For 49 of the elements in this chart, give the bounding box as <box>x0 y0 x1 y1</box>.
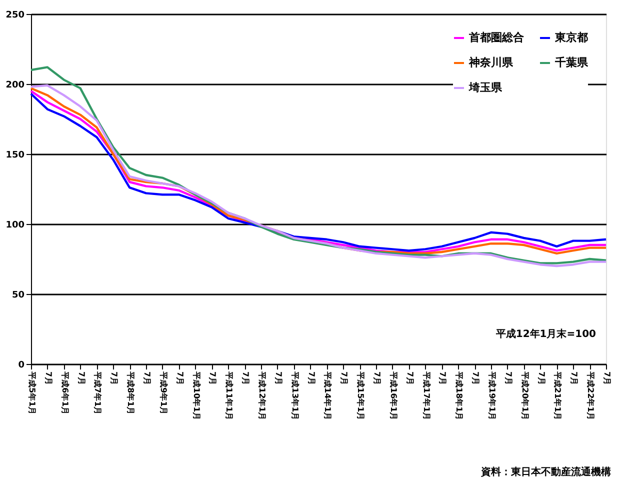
x-tick-label: 平成7年1月 <box>93 370 102 415</box>
text: 資料：東日本不動産流通機構 <box>480 466 611 478</box>
x-tick-label: 7月 <box>76 372 86 386</box>
x-tick-label: 7月 <box>570 372 579 386</box>
legend-label: 埼玉県 <box>468 81 503 94</box>
x-tick-label: 7月 <box>44 372 53 386</box>
y-tick-label: 150 <box>6 150 24 160</box>
x-tick-label: 平成22年1月 <box>586 370 596 420</box>
legend-label: 千葉県 <box>554 56 589 69</box>
x-tick-label: 7月 <box>438 372 448 386</box>
x-tick-label: 7月 <box>602 372 612 386</box>
x-tick-label: 平成11年1月 <box>224 370 234 420</box>
y-tick-label: 250 <box>6 10 24 20</box>
x-tick-label: 平成16年1月 <box>388 370 398 420</box>
x-tick-label: 平成6年1月 <box>60 370 70 415</box>
x-tick-label: 7月 <box>504 372 513 386</box>
x-tick-label: 7月 <box>471 372 480 386</box>
x-tick-label: 平成10年1月 <box>192 370 201 420</box>
x-tick-label: 7月 <box>405 372 414 386</box>
x-tick-label: 平成21年1月 <box>553 370 562 420</box>
x-tick-label: 平成18年1月 <box>454 370 464 420</box>
x-tick-label: 平成15年1月 <box>356 370 366 420</box>
x-tick-label: 平成19年1月 <box>488 370 496 420</box>
x-tick-label: 7月 <box>110 372 119 386</box>
x-tick-label: 7月 <box>142 372 152 386</box>
y-tick-label: 0 <box>18 360 24 370</box>
x-tick-label: 7月 <box>241 372 250 386</box>
x-tick-label: 7月 <box>175 372 184 386</box>
x-tick-label: 平成5年1月 <box>28 370 36 415</box>
x-tick-label: 平成13年1月 <box>290 370 300 420</box>
x-tick-label: 7月 <box>536 372 546 386</box>
legend-label: 首都圏総合 <box>468 31 525 44</box>
x-tick-label: 7月 <box>340 372 349 386</box>
x-tick-label: 7月 <box>372 372 382 386</box>
x-tick-label: 7月 <box>208 372 218 386</box>
annotation: 平成12年1月末=100 <box>494 328 596 340</box>
y-tick-label: 100 <box>6 220 24 230</box>
legend-label: 東京都 <box>554 31 588 44</box>
x-tick-label: 7月 <box>306 372 316 386</box>
y-tick-label: 50 <box>12 290 24 300</box>
x-tick-label: 平成20年1月 <box>520 370 530 420</box>
x-tick-label: 平成9年1月 <box>158 370 168 415</box>
legend-label: 神奈川県 <box>468 56 514 69</box>
x-tick-label: 平成14年1月 <box>323 370 332 420</box>
y-tick-label: 200 <box>6 80 24 90</box>
x-tick-label: 平成17年1月 <box>422 370 431 420</box>
x-tick-label: 7月 <box>274 372 283 386</box>
x-tick-label: 平成8年1月 <box>126 370 136 415</box>
x-tick-label: 平成12年1月 <box>258 370 266 420</box>
